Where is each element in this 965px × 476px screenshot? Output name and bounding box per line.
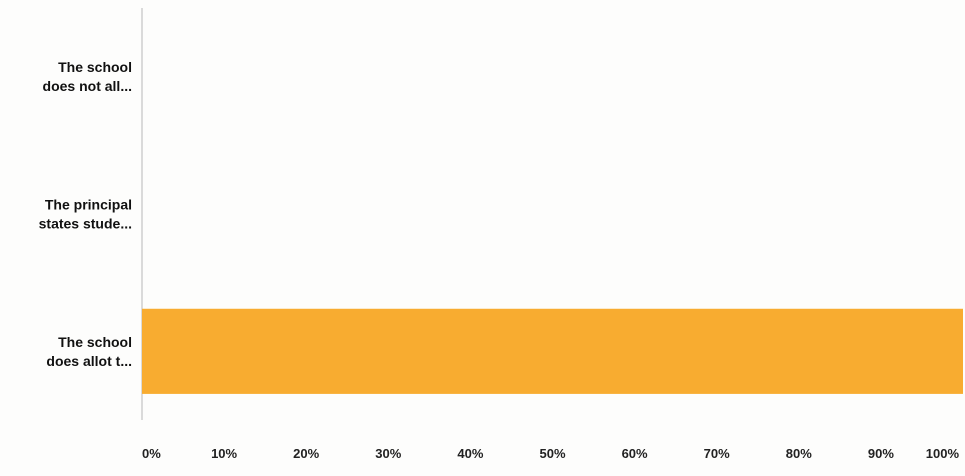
x-tick-labels: 0% 10% 20% 30% 40% 50% 60% 70% 80% 90% 100% [142, 446, 959, 461]
x-tick-label: 0% [142, 446, 161, 461]
category-label-line: The school [58, 334, 132, 350]
x-tick-label: 70% [704, 446, 730, 461]
category-labels: The school does not all... The principal st… [39, 59, 132, 369]
x-tick-label: 10% [211, 446, 237, 461]
category-label-1: The school does not all... [43, 59, 132, 94]
x-tick-label: 30% [375, 446, 401, 461]
category-label-line: The principal [45, 197, 132, 213]
x-tick-label: 40% [457, 446, 483, 461]
x-tick-label: 90% [868, 446, 894, 461]
category-label-line: states stude... [39, 216, 132, 232]
x-tick-label: 100% [926, 446, 960, 461]
x-tick-label: 20% [293, 446, 319, 461]
x-tick-label: 50% [539, 446, 565, 461]
category-label-2: The principal states stude... [39, 197, 132, 232]
x-tick-label: 80% [786, 446, 812, 461]
category-label-line: does not all... [43, 78, 132, 94]
category-label-3: The school does allot t... [46, 334, 132, 369]
category-label-line: does allot t... [46, 353, 132, 369]
bars-group [142, 308, 963, 394]
bar-3 [142, 308, 963, 394]
x-tick-label: 60% [622, 446, 648, 461]
category-label-line: The school [58, 59, 132, 75]
